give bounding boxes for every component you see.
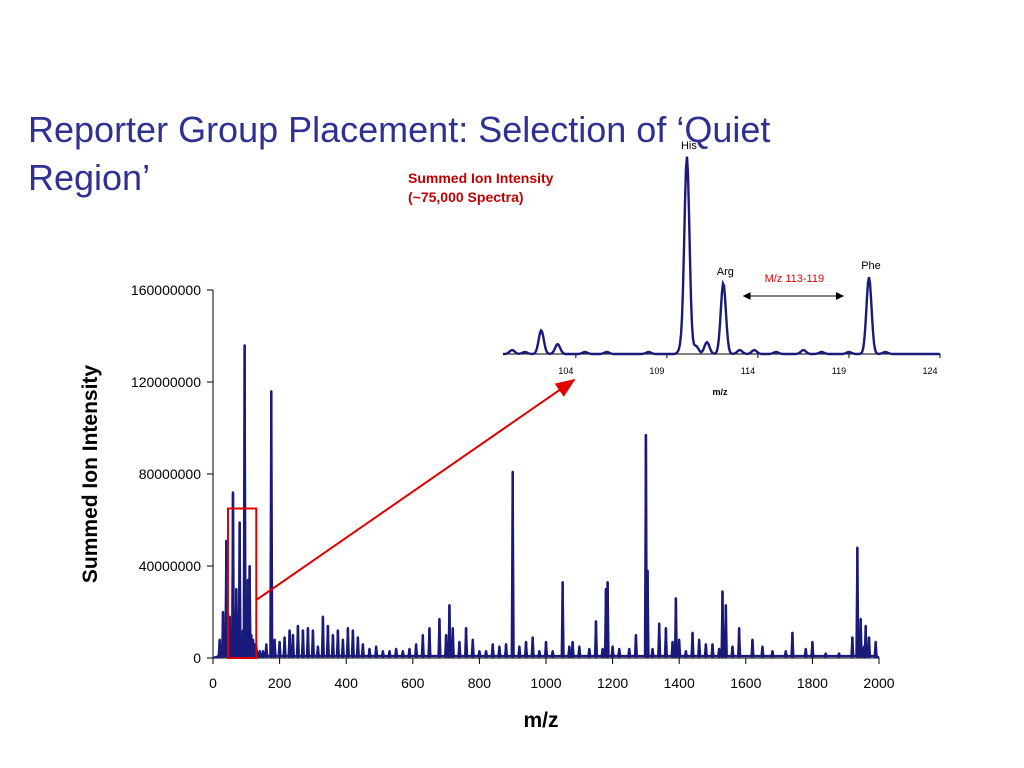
inset-x-tick-label: 104 xyxy=(558,366,573,376)
x-tick-label: 2000 xyxy=(863,675,894,691)
x-axis-title: m/z xyxy=(523,709,558,732)
y-tick-label: 0 xyxy=(193,650,201,666)
inset-peak-label-phe: Phe xyxy=(861,260,881,272)
slide-title: Reporter Group Placement: Selection of ‘… xyxy=(28,109,771,198)
x-tick-label: 1800 xyxy=(797,675,828,691)
y-axis-title: Summed Ion Intensity xyxy=(79,365,102,584)
x-tick-label: 1400 xyxy=(664,675,695,691)
inset-peak-label-arg: Arg xyxy=(717,266,734,278)
quiet-region-range-label: M/z 113-119 xyxy=(765,273,825,285)
inset-spectrum-line xyxy=(503,156,940,356)
x-tick-label: 400 xyxy=(335,675,359,691)
y-tick-label: 160000000 xyxy=(131,282,201,298)
inset-x-tick-label: 124 xyxy=(922,366,937,376)
x-tick-label: 1000 xyxy=(530,675,561,691)
quiet-region-highlight-box xyxy=(226,507,258,659)
y-tick-label: 40000000 xyxy=(139,558,202,574)
x-tick-label: 600 xyxy=(401,675,425,691)
zoom-connector-arrow xyxy=(255,378,576,601)
inset-x-tick-label: 119 xyxy=(832,366,846,376)
summed-intensity-annotation: Summed Ion Intensity (~75,000 Spectra) xyxy=(408,169,553,207)
x-tick-label: 200 xyxy=(268,675,292,691)
y-tick-label: 120000000 xyxy=(131,374,201,390)
y-tick-label: 80000000 xyxy=(139,466,202,482)
annotation-line-1: Summed Ion Intensity xyxy=(408,170,554,186)
inset-x-tick-label: 109 xyxy=(649,366,664,376)
annotation-line-2: (~75,000 Spectra) xyxy=(408,189,524,205)
x-tick-label: 800 xyxy=(468,675,492,691)
x-tick-label: 0 xyxy=(209,675,217,691)
inset-peak-label-his: His xyxy=(681,140,697,152)
x-tick-label: 1600 xyxy=(730,675,761,691)
x-tick-label: 1200 xyxy=(597,675,628,691)
inset-x-axis-title: m/z xyxy=(712,387,728,397)
inset-x-tick-label: 114 xyxy=(741,366,755,376)
